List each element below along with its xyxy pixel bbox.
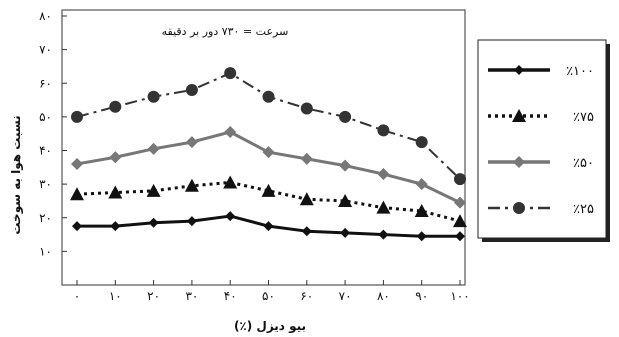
data-point-1 [455,231,465,242]
data-point-3 [262,146,275,159]
data-point-1 [378,229,389,240]
data-point-2 [299,192,314,206]
data-point-4 [300,102,313,115]
y-tick-label: ۲۰ [39,211,52,225]
data-point-1 [186,216,197,227]
data-point-3 [454,196,466,209]
plot-area [61,9,466,286]
legend-label-1: ٪۱۰۰ [566,64,594,79]
series-line-2 [76,180,461,223]
legend-box [477,39,607,239]
y-axis-label: نسبت هوا به سوخت [9,115,24,234]
data-point-4 [224,67,237,80]
data-point-1 [301,226,312,237]
y-tick-label: ۶۰ [39,76,52,90]
legend-marker-2 [512,109,526,122]
x-tick-label: ۸۰ [377,289,390,303]
annotation: سرعت = ۷۳۰ دور بر دقیقه [162,25,289,38]
x-tick-label: ۷۰ [339,289,352,303]
data-point-3 [224,126,237,139]
data-point-1 [72,221,82,232]
data-point-2 [223,175,238,189]
data-point-4 [147,90,160,103]
x-tick-label: ۱۰ [109,289,122,303]
data-point-1 [225,211,236,222]
data-point-3 [185,136,198,149]
x-tick-label: ۴۰ [224,289,237,303]
data-point-2 [184,178,199,192]
data-point-3 [109,151,122,164]
x-tick-label: ۲۰ [147,289,160,303]
x-tick-label: ۳۰ [185,289,198,303]
data-point-3 [339,159,352,172]
data-point-1 [340,227,351,238]
data-point-4 [415,136,428,149]
data-point-4 [262,90,275,103]
data-point-4 [71,110,83,123]
data-point-1 [110,221,121,232]
legend-label-4: ٪۲۵ [573,202,594,217]
data-point-3 [71,157,83,170]
data-point-2 [146,183,161,197]
data-point-1 [148,217,159,228]
data-point-2 [453,214,467,228]
data-point-2 [338,193,353,207]
data-point-4 [109,100,122,113]
y-tick-label: ۱۰ [39,244,52,258]
data-point-4 [339,110,352,123]
data-point-3 [377,168,390,181]
data-point-4 [377,124,390,137]
legend-label-2: ٪۷۵ [573,110,594,125]
data-point-1 [263,221,274,232]
data-point-3 [415,178,428,191]
data-point-1 [416,231,427,242]
data-point-2 [261,183,276,197]
y-tick-label: ۵۰ [39,110,52,124]
x-tick-label: ۶۰ [300,289,313,303]
y-tick-label: ۴۰ [39,144,52,158]
data-point-4 [454,173,466,186]
x-tick-label: ۱۰۰ [450,289,469,303]
data-point-4 [185,83,198,96]
data-point-2 [376,200,391,214]
data-point-2 [70,187,84,201]
x-tick-label: ۰ [74,289,80,303]
x-tick-label: ۵۰ [262,289,275,303]
x-tick-label: ۹۰ [415,289,428,303]
data-point-3 [300,152,313,165]
legend-label-3: ٪۵۰ [573,156,594,171]
legend-marker-4 [513,202,525,214]
data-point-3 [147,142,160,155]
data-point-2 [414,204,429,218]
y-tick-label: ۸۰ [39,9,52,23]
legend-marker-1 [514,65,524,75]
y-tick-label: ۳۰ [39,177,52,191]
x-axis-label: بیو دیزل (٪) [234,319,306,334]
series-line-4 [76,72,461,180]
y-tick-label: ۷۰ [39,43,52,57]
legend-marker-3 [513,156,525,168]
legend: ٪۱۰۰ ٪۷۵ ٪۵۰ ٪۲۵ [477,39,610,242]
data-point-2 [108,185,123,199]
